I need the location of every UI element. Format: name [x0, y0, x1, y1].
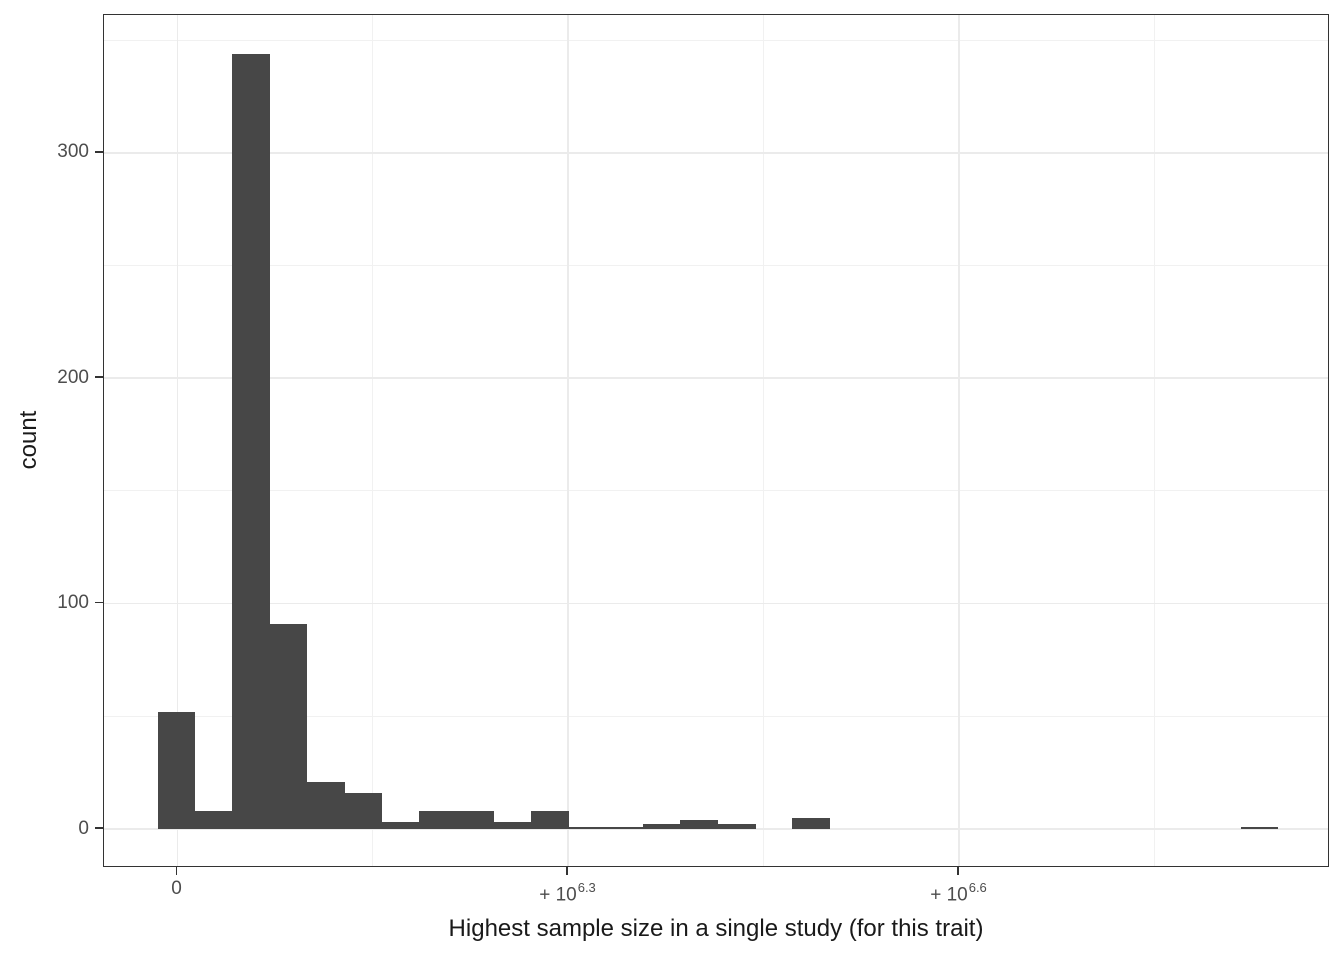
histogram-bar — [717, 824, 756, 829]
y-tick-label: 200 — [57, 366, 89, 388]
gridline-minor-horizontal — [104, 39, 1328, 41]
histogram-bar — [680, 819, 719, 829]
histogram-bar — [157, 711, 196, 829]
gridline-major-horizontal — [104, 602, 1328, 605]
gridline-major-vertical — [958, 15, 960, 866]
y-tick-label: 300 — [57, 141, 89, 163]
histogram-bar — [568, 826, 607, 829]
histogram-bar — [306, 781, 345, 829]
y-tick-mark — [95, 601, 103, 604]
histogram-bar — [792, 817, 831, 829]
y-axis-title: count — [15, 410, 42, 470]
y-tick-label: 0 — [78, 817, 89, 839]
x-tick-exponent: 6.3 — [577, 880, 596, 895]
histogram-bar — [418, 810, 457, 829]
x-tick-label: 0 — [171, 878, 182, 900]
x-tick-label: + 106.6 — [930, 878, 987, 906]
gridline-minor-vertical — [1154, 15, 1155, 866]
x-tick-label: + 106.3 — [539, 878, 596, 906]
histogram-bar — [269, 623, 308, 829]
gridline-major-vertical — [567, 15, 569, 866]
gridline-major-horizontal — [104, 828, 1328, 830]
histogram-bar — [381, 822, 420, 829]
gridline-minor-horizontal — [104, 490, 1328, 492]
gridline-major-horizontal — [104, 377, 1328, 379]
y-tick-label: 100 — [57, 592, 89, 614]
x-tick-mark — [566, 867, 568, 875]
x-tick-base: + 10 — [539, 884, 577, 906]
x-tick-base: 0 — [171, 878, 182, 899]
x-tick-base: + 10 — [930, 884, 968, 906]
y-tick-mark — [95, 827, 103, 829]
histogram-bar — [456, 810, 495, 829]
gridline-major-vertical — [176, 15, 179, 866]
gridline-minor-vertical — [372, 15, 374, 866]
gridline-minor-vertical — [763, 15, 764, 866]
x-tick-mark — [957, 867, 959, 875]
histogram-bar — [643, 824, 681, 829]
histogram-bar — [1240, 826, 1279, 829]
y-tick-mark — [95, 376, 103, 378]
x-axis-title: Highest sample size in a single study (f… — [448, 915, 984, 942]
gridline-minor-horizontal — [104, 265, 1328, 266]
y-tick-mark — [95, 151, 103, 153]
histogram-bar — [194, 810, 233, 829]
gridline-minor-horizontal — [104, 715, 1328, 717]
histogram-bar — [493, 822, 532, 829]
histogram-bar — [605, 826, 644, 829]
plot-panel — [103, 14, 1329, 867]
x-tick-exponent: 6.6 — [968, 880, 987, 895]
x-tick-mark — [175, 867, 178, 875]
gridline-major-horizontal — [104, 152, 1328, 154]
histogram-bar — [232, 53, 270, 829]
histogram-bar — [531, 810, 569, 829]
histogram-bar — [344, 792, 382, 829]
